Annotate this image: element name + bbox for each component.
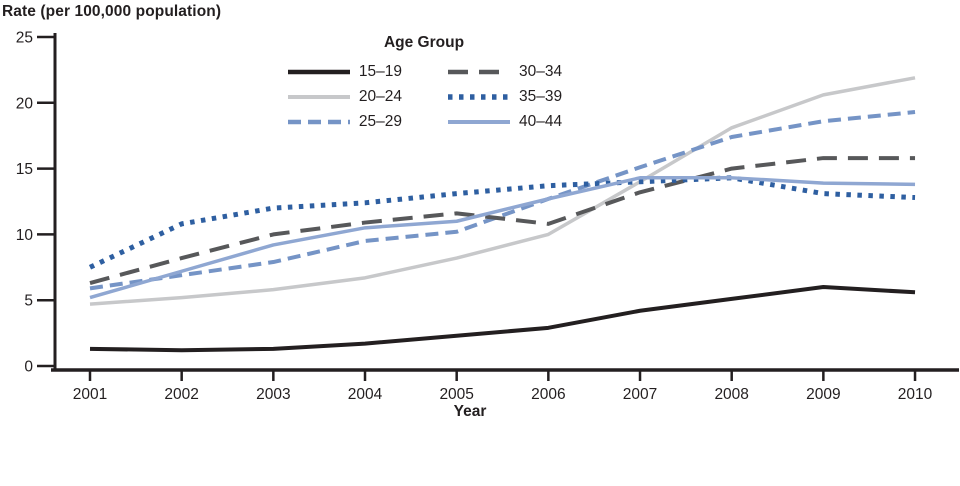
legend-swatch-icon bbox=[448, 69, 510, 74]
y-tick-label: 10 bbox=[16, 227, 34, 244]
x-tick-label: 2009 bbox=[806, 386, 840, 403]
legend-swatch-icon bbox=[448, 93, 510, 100]
chart-title: Rate (per 100,000 population) bbox=[2, 3, 222, 20]
x-tick-label: 2006 bbox=[531, 386, 565, 403]
y-tick-label: 5 bbox=[24, 293, 33, 310]
x-tick-label: 2004 bbox=[348, 386, 383, 403]
x-tick-label: 2010 bbox=[898, 386, 933, 403]
chart-legend: Age Group 15–19 20–24 25–29 30–34 35–39 40–44 bbox=[256, 34, 592, 134]
series-line-20–24 bbox=[89, 76, 916, 306]
series-line-40–44 bbox=[89, 176, 916, 300]
x-tick-label: 2003 bbox=[256, 386, 290, 403]
series-line-25–29 bbox=[89, 110, 916, 291]
x-tick-label: 2007 bbox=[623, 386, 657, 403]
legend-label: 25–29 bbox=[358, 112, 402, 130]
legend-item-25–29: 25–29 bbox=[286, 109, 402, 134]
legend-item-40–44: 40–44 bbox=[446, 109, 562, 134]
legend-label: 20–24 bbox=[358, 87, 402, 105]
legend-swatch-icon bbox=[287, 119, 350, 124]
series-line-30–34 bbox=[89, 156, 916, 286]
x-tick-label: 2005 bbox=[439, 386, 473, 403]
x-axis-label: Year bbox=[453, 403, 487, 420]
legend-swatch-icon bbox=[287, 94, 350, 99]
legend-item-35–39: 35–39 bbox=[446, 84, 562, 109]
x-tick-label: 2001 bbox=[73, 386, 107, 403]
series-line-15–19 bbox=[89, 285, 916, 353]
legend-column-1: 15–19 20–24 25–29 bbox=[286, 59, 402, 134]
legend-swatch-icon bbox=[287, 69, 350, 74]
legend-label: 35–39 bbox=[519, 87, 563, 105]
legend-column-2: 30–34 35–39 40–44 bbox=[446, 59, 562, 134]
legend-item-30–34: 30–34 bbox=[446, 59, 562, 84]
legend-swatch-icon bbox=[448, 119, 510, 124]
x-tick-label: 2008 bbox=[714, 386, 748, 403]
legend-columns: 15–19 20–24 25–29 30–34 35–39 40–44 bbox=[256, 59, 592, 134]
legend-item-20–24: 20–24 bbox=[286, 84, 402, 109]
y-tick-label: 20 bbox=[16, 95, 34, 112]
legend-label: 40–44 bbox=[519, 112, 563, 130]
y-tick-label: 0 bbox=[24, 359, 33, 376]
x-tick-label: 2002 bbox=[164, 386, 198, 403]
legend-label: 30–34 bbox=[519, 62, 563, 80]
y-tick-label: 25 bbox=[16, 30, 33, 47]
legend-title: Age Group bbox=[383, 34, 465, 51]
series-line-35–39 bbox=[88, 175, 916, 270]
legend-item-15–19: 15–19 bbox=[286, 59, 402, 84]
legend-label: 15–19 bbox=[358, 62, 402, 80]
y-tick-label: 15 bbox=[16, 161, 33, 178]
